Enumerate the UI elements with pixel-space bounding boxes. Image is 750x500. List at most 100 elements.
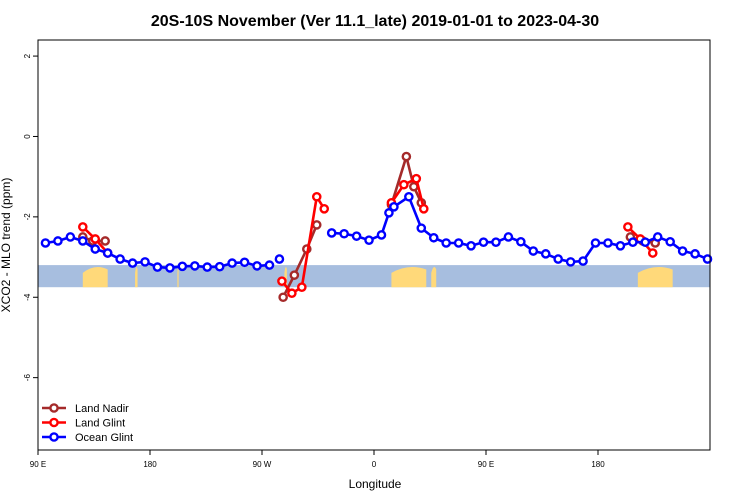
land-segment-0	[82, 266, 108, 288]
y-axis: -6 -4 -2 0 2	[23, 53, 38, 381]
series-2-point	[152, 262, 163, 272]
series-2-point	[428, 232, 439, 243]
series-2-point	[540, 249, 551, 259]
series-2-point	[690, 249, 700, 259]
series-1-point	[297, 282, 307, 293]
series-2-point	[590, 238, 601, 248]
series-0-point	[278, 292, 288, 303]
legend-label: Land Nadir	[75, 403, 129, 415]
series-1-line-2	[390, 177, 426, 210]
series-1-point	[647, 248, 658, 258]
series-2-point	[553, 254, 563, 264]
land-segment-6	[637, 266, 673, 288]
series-2-point	[628, 237, 638, 247]
series-0-point	[289, 270, 300, 280]
series-2-point	[227, 258, 237, 268]
series-2-point	[652, 232, 663, 242]
ocean-band	[38, 265, 710, 288]
series-2-point	[364, 235, 374, 245]
x-tick-label: 180	[591, 460, 605, 469]
series-2-point	[416, 223, 427, 233]
series-2-point	[214, 261, 225, 272]
series-2-point	[603, 238, 613, 248]
series-2-point	[389, 202, 399, 212]
land-ocean-strip	[38, 265, 710, 288]
series-2-point	[189, 261, 200, 271]
series-1-point	[399, 179, 409, 190]
x-tick-label: 90 E	[478, 460, 494, 469]
series-2-point	[115, 254, 125, 264]
y-tick-label: -4	[23, 293, 32, 301]
series-0-line-2	[390, 155, 423, 206]
series-2-point	[453, 238, 464, 248]
series-2-point	[404, 191, 414, 202]
x-tick-label: 180	[143, 460, 157, 469]
series-2-point	[65, 232, 76, 242]
series-2-point	[578, 256, 588, 266]
x-tick-label: 90 E	[30, 460, 46, 469]
series-2-point	[491, 237, 501, 247]
series-2-point	[516, 236, 526, 247]
y-tick-label: 2	[23, 53, 32, 58]
series-2-point	[615, 241, 626, 251]
series-2-point	[177, 261, 188, 272]
series-2-point	[252, 261, 262, 271]
series-2-point	[264, 260, 275, 270]
land-segment-1	[135, 266, 138, 288]
series-2	[40, 191, 713, 273]
y-tick-label: 0	[23, 134, 32, 139]
series-2-point	[90, 244, 101, 254]
series-1-point	[90, 234, 101, 244]
series-1-point	[418, 204, 429, 214]
series-0-point	[100, 236, 110, 246]
series-2-point	[326, 228, 337, 238]
x-tick-label: 0	[372, 460, 377, 469]
y-axis-label: XCO2 - MLO trend (ppm)	[0, 178, 13, 313]
series-2-point	[239, 257, 250, 268]
series-2-point	[202, 262, 213, 272]
series-1-point	[311, 191, 322, 202]
series-2-point	[102, 248, 113, 258]
series-2-point	[528, 246, 539, 256]
legend-label: Land Glint	[75, 418, 125, 430]
x-tick-label: 90 W	[253, 460, 272, 469]
series-2-point	[478, 237, 489, 247]
series-0-line-1	[281, 224, 318, 298]
series-2-point	[384, 208, 394, 218]
land-segment-4	[391, 266, 427, 288]
series-2-point	[677, 246, 688, 256]
series-2-point	[140, 257, 150, 267]
legend-marker	[49, 417, 59, 428]
series-2-point	[466, 241, 476, 251]
land-segment-5	[431, 266, 437, 288]
series-1-point	[411, 173, 422, 184]
series-0-point	[401, 151, 412, 162]
series-2-point	[78, 236, 88, 246]
series-2-point	[503, 232, 514, 242]
x-axis: 90 E 180 90 W 0 90 E 180	[30, 450, 605, 469]
series-2-point	[274, 254, 285, 264]
series-1-point	[319, 204, 330, 214]
series-0-point	[311, 220, 322, 230]
series-2-point	[127, 258, 138, 268]
x-axis-label: Longitude	[349, 477, 402, 491]
series-2-point	[441, 238, 451, 248]
series-1-point	[623, 222, 633, 232]
series-2-point	[565, 257, 576, 267]
series-2-point	[40, 238, 51, 248]
series-2-point	[165, 263, 175, 273]
series-2-point	[53, 236, 63, 246]
y-tick-label: -2	[23, 213, 32, 221]
series-2-point	[376, 230, 387, 240]
legend: Land Nadir Land Glint Ocean Glint	[42, 403, 133, 444]
series-2-point	[339, 228, 349, 239]
legend-marker	[49, 432, 59, 442]
series-2-point	[640, 237, 651, 247]
y-tick-label: -6	[23, 374, 32, 382]
series-layer	[40, 151, 713, 303]
series-2-point	[702, 254, 713, 264]
land-segment-2	[177, 266, 179, 288]
legend-marker	[49, 403, 59, 413]
series-2-point	[665, 236, 675, 247]
